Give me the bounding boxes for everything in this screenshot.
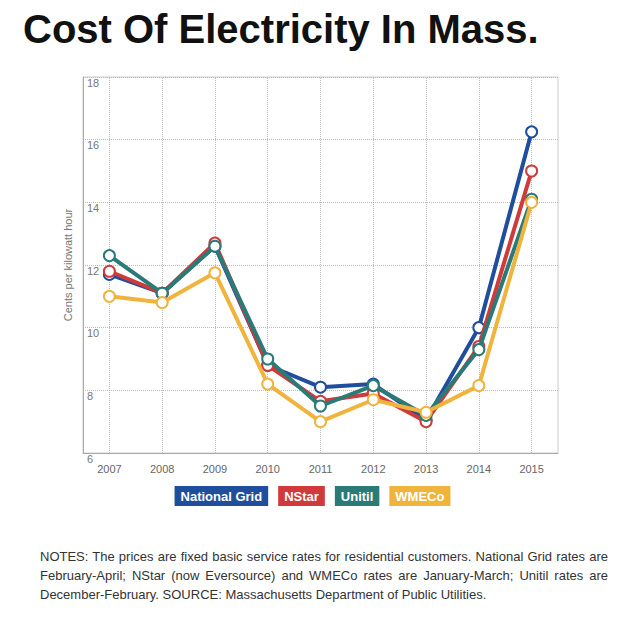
svg-text:16: 16 — [87, 139, 99, 151]
svg-text:6: 6 — [87, 453, 93, 465]
svg-text:18: 18 — [87, 77, 99, 89]
svg-text:2013: 2013 — [414, 463, 438, 475]
svg-text:WMECo: WMECo — [395, 489, 444, 504]
svg-text:Cents per kilowatt hour: Cents per kilowatt hour — [62, 208, 74, 321]
svg-text:10: 10 — [87, 327, 99, 339]
svg-text:2015: 2015 — [519, 463, 543, 475]
svg-text:2011: 2011 — [309, 463, 333, 475]
svg-text:2009: 2009 — [203, 463, 227, 475]
svg-text:2008: 2008 — [150, 463, 174, 475]
svg-text:8: 8 — [87, 390, 93, 402]
svg-text:12: 12 — [87, 265, 99, 277]
html-text:NOTES: The prices are fixed ba: NOTES: The prices are fixed basic servic… — [40, 549, 608, 602]
svg-text:National Grid: National Grid — [181, 489, 263, 504]
svg-text:Unitil: Unitil — [341, 489, 374, 504]
svg-text:14: 14 — [87, 202, 99, 214]
svg-text:Cost Of Electricity In Mass.: Cost Of Electricity In Mass. — [23, 7, 539, 51]
svg-text:NStar: NStar — [284, 489, 319, 504]
svg-text:2010: 2010 — [255, 463, 279, 475]
svg-text:2014: 2014 — [467, 463, 491, 475]
svg-text:2007: 2007 — [97, 463, 121, 475]
svg-text:2012: 2012 — [361, 463, 385, 475]
